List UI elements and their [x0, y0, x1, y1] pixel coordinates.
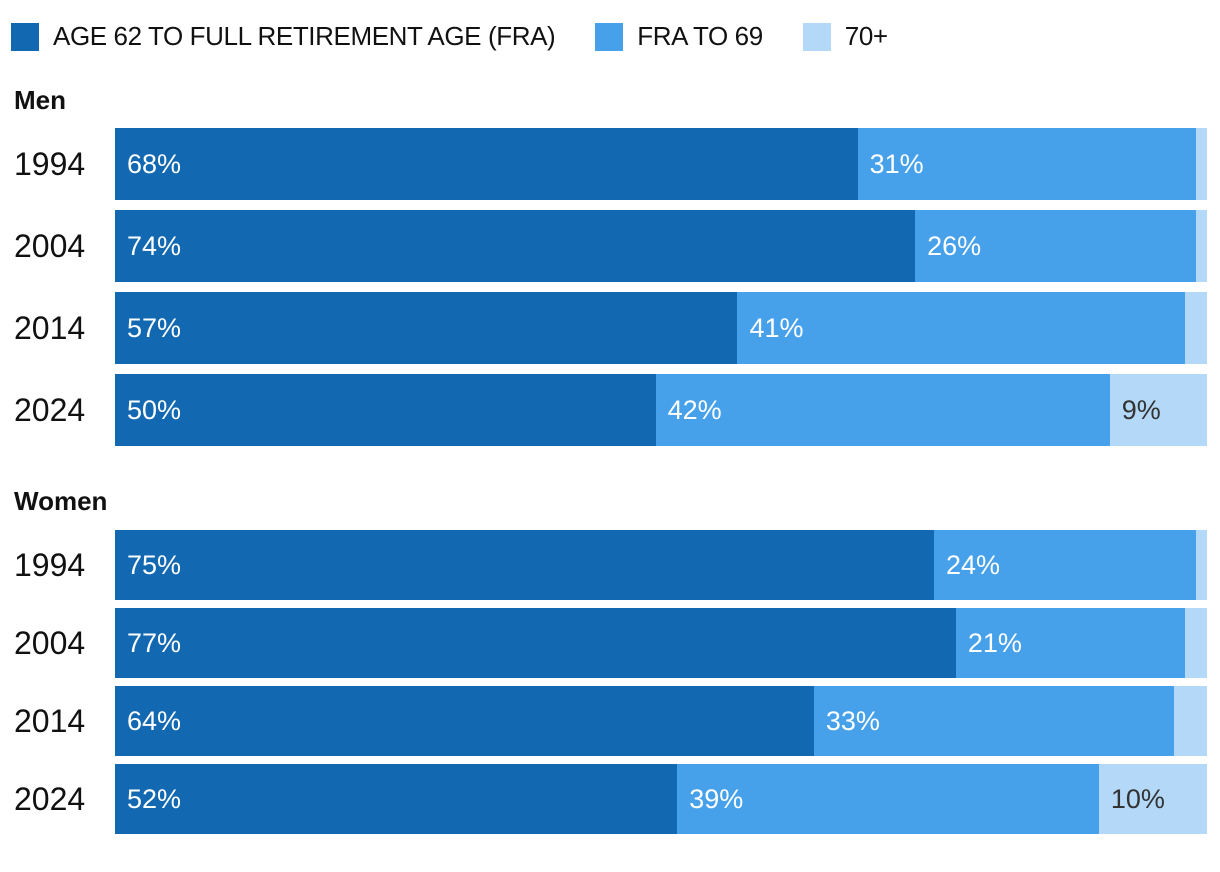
- bar-row-2024: 2024 50% 42% 9%: [0, 374, 1220, 446]
- bar-segment-fra-to-69: 42%: [655, 374, 1110, 446]
- chart-legend: AGE 62 TO FULL RETIREMENT AGE (FRA) FRA …: [0, 21, 1220, 52]
- bar-segment-70-plus: [1196, 210, 1207, 282]
- legend-label-age62-to-fra: AGE 62 TO FULL RETIREMENT AGE (FRA): [53, 21, 556, 51]
- segment-value-label: 77%: [127, 627, 182, 658]
- bar-segment-age62-to-fra: 74%: [115, 210, 916, 282]
- bar-segment-fra-to-69: 21%: [955, 608, 1186, 678]
- retirement-claiming-age-chart: AGE 62 TO FULL RETIREMENT AGE (FRA) FRA …: [0, 21, 1220, 872]
- bar-row-2024: 2024 52% 39% 10%: [0, 764, 1220, 834]
- bar-segment-fra-to-69: 39%: [677, 764, 1099, 834]
- stacked-bar: 75% 24%: [115, 530, 1207, 600]
- segment-value-label: 24%: [946, 549, 1001, 580]
- section-heading-men: Men: [14, 85, 66, 115]
- bar-row-2004: 2004 77% 21%: [0, 608, 1220, 678]
- segment-value-label: 33%: [825, 705, 880, 736]
- stacked-bar: 77% 21%: [115, 608, 1207, 678]
- segment-value-label: 10%: [1110, 783, 1165, 814]
- bar-segment-age62-to-fra: 57%: [115, 292, 738, 364]
- segment-value-label: 31%: [869, 148, 924, 179]
- segment-value-label: 41%: [749, 312, 804, 343]
- bar-segment-fra-to-69: 41%: [737, 292, 1186, 364]
- year-label: 2024: [14, 780, 86, 817]
- bar-segment-fra-to-69: 26%: [915, 210, 1197, 282]
- bar-segment-fra-to-69: 31%: [857, 128, 1197, 200]
- segment-value-label: 75%: [127, 549, 182, 580]
- segment-value-label: 42%: [667, 394, 722, 425]
- stacked-bar: 64% 33%: [115, 686, 1207, 756]
- legend-item-age62-to-fra: AGE 62 TO FULL RETIREMENT AGE (FRA): [11, 21, 556, 52]
- legend-label-70-plus: 70+: [844, 21, 888, 51]
- segment-value-label: 50%: [127, 394, 182, 425]
- bar-segment-fra-to-69: 24%: [934, 530, 1197, 600]
- year-label: 1994: [14, 546, 86, 583]
- segment-value-label: 39%: [689, 783, 744, 814]
- legend-label-fra-to-69: FRA TO 69: [637, 21, 763, 51]
- bar-row-1994: 1994 75% 24%: [0, 530, 1220, 600]
- segment-value-label: 68%: [127, 148, 182, 179]
- bar-segment-70-plus: 10%: [1098, 764, 1207, 834]
- bar-segment-70-plus: 9%: [1109, 374, 1207, 446]
- legend-swatch-70-plus: [802, 22, 831, 51]
- bar-segment-age62-to-fra: 77%: [115, 608, 956, 678]
- segment-value-label: 57%: [127, 312, 182, 343]
- year-label: 2004: [14, 227, 86, 264]
- bar-segment-age62-to-fra: 68%: [115, 128, 858, 200]
- bar-segment-70-plus: [1196, 128, 1207, 200]
- year-label: 1994: [14, 145, 86, 182]
- bar-row-2014: 2014 64% 33%: [0, 686, 1220, 756]
- year-label: 2014: [14, 702, 86, 739]
- bar-segment-age62-to-fra: 52%: [115, 764, 678, 834]
- bar-row-2004: 2004 74% 26%: [0, 210, 1220, 282]
- bar-segment-70-plus: [1196, 530, 1207, 600]
- segment-value-label: 21%: [967, 627, 1022, 658]
- segment-value-label: 64%: [127, 705, 182, 736]
- segment-value-label: 26%: [927, 230, 982, 261]
- year-label: 2024: [14, 391, 86, 428]
- stacked-bar: 57% 41%: [115, 292, 1207, 364]
- bar-segment-70-plus: [1185, 292, 1207, 364]
- year-label: 2014: [14, 309, 86, 346]
- section-heading-women: Women: [14, 486, 108, 516]
- stacked-bar: 50% 42% 9%: [115, 374, 1207, 446]
- bar-group-men: 1994 68% 31% 2004 74% 26% 2014 57% 41% 2024 50% 42%…: [0, 128, 1220, 446]
- legend-swatch-age62-to-fra: [11, 22, 39, 51]
- segment-value-label: 9%: [1121, 394, 1161, 425]
- bar-row-1994: 1994 68% 31%: [0, 128, 1220, 200]
- segment-value-label: 74%: [127, 230, 182, 261]
- bar-segment-70-plus: [1185, 608, 1207, 678]
- year-label: 2004: [14, 624, 86, 661]
- bar-segment-70-plus: [1174, 686, 1207, 756]
- segment-value-label: 52%: [127, 783, 182, 814]
- stacked-bar: 74% 26%: [115, 210, 1207, 282]
- legend-swatch-fra-to-69: [595, 22, 624, 51]
- bar-row-2014: 2014 57% 41%: [0, 292, 1220, 364]
- stacked-bar: 68% 31%: [115, 128, 1207, 200]
- bar-group-women: 1994 75% 24% 2004 77% 21% 2014 64% 33% 2024 52% 39%…: [0, 530, 1220, 834]
- legend-item-70-plus: 70+: [802, 21, 888, 52]
- legend-item-fra-to-69: FRA TO 69: [595, 21, 763, 52]
- stacked-bar: 52% 39% 10%: [115, 764, 1207, 834]
- bar-segment-fra-to-69: 33%: [813, 686, 1175, 756]
- bar-segment-age62-to-fra: 64%: [115, 686, 814, 756]
- bar-segment-age62-to-fra: 75%: [115, 530, 934, 600]
- bar-segment-age62-to-fra: 50%: [115, 374, 656, 446]
